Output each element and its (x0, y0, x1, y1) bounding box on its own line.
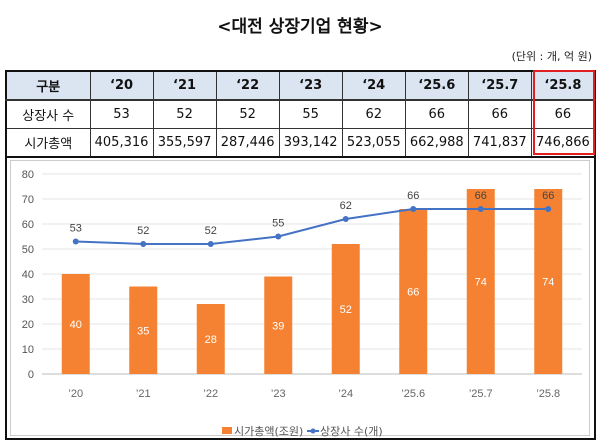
line-point (545, 206, 552, 212)
table-cell: 405,316 (89, 128, 154, 158)
line-point (140, 241, 147, 247)
table-cell: 746,866 (530, 128, 596, 158)
table-cell: 66 (467, 99, 532, 129)
line-point (477, 206, 484, 212)
x-tick-label: ’22 (203, 388, 218, 400)
x-tick-label: ’25.7 (469, 388, 493, 400)
bar-data-label: 39 (272, 320, 284, 332)
bar-data-label: 74 (475, 277, 487, 289)
y-tick-label: 40 (22, 269, 34, 281)
bar (331, 244, 360, 374)
table-cell: 393,142 (278, 128, 343, 158)
page-title: <대전 상장기업 현황> (217, 17, 383, 37)
x-tick-label: ’24 (338, 388, 353, 400)
table-cell: 662,988 (404, 128, 469, 158)
line-point (342, 216, 349, 222)
table-row: 상장사 수 53 52 52 55 62 66 66 66 (5, 99, 596, 129)
line-data-label: 55 (272, 218, 284, 230)
data-table: 구분 ‘20 ‘21 ‘22 ‘23 ‘24 ‘25.6 ‘25.7 ‘25.8… (5, 70, 596, 158)
table-row: 시가총액 405,316 355,597 287,446 393,142 523… (5, 128, 596, 158)
row-label: 시가총액 (5, 128, 91, 158)
line-data-label: 52 (137, 225, 149, 237)
header-cell: ‘24 (341, 70, 406, 101)
highlight-box (533, 70, 595, 155)
table-cell: 355,597 (152, 128, 217, 158)
line-data-label: 66 (542, 190, 554, 202)
header-cell: ‘22 (215, 70, 280, 101)
line-data-label: 66 (475, 190, 487, 202)
line-point (275, 233, 282, 240)
chart-area (10, 160, 590, 436)
header-cell: ‘25.7 (467, 70, 532, 101)
y-tick-label: 80 (22, 169, 34, 181)
legend-line-label: 상장사 수(개) (320, 425, 383, 438)
header-cell: ‘25.6 (404, 70, 469, 101)
line-data-label: 66 (407, 190, 419, 202)
x-tick-label: ’20 (68, 388, 83, 400)
bar-data-label: 35 (137, 325, 149, 337)
bar (399, 209, 428, 374)
line-data-label: 62 (340, 200, 352, 212)
x-tick-label: ’25.6 (401, 388, 425, 400)
table-cell: 55 (278, 99, 343, 129)
y-tick-label: 0 (28, 369, 34, 381)
y-tick-label: 20 (22, 319, 34, 331)
bar (264, 276, 293, 374)
x-tick-label: ’23 (271, 388, 286, 400)
y-tick-label: 60 (22, 219, 34, 231)
y-tick-label: 30 (22, 294, 34, 306)
line-point (207, 241, 214, 247)
bar-data-label: 74 (542, 277, 554, 289)
header-cell: ‘23 (278, 70, 343, 101)
header-cell: ‘20 (89, 70, 154, 101)
table-cell: 62 (341, 99, 406, 129)
x-tick-label: ’25.8 (536, 388, 560, 400)
bar-data-label: 40 (70, 319, 82, 331)
bar (129, 286, 158, 374)
bar (196, 304, 225, 374)
table-cell: 523,055 (341, 128, 406, 158)
table-cell: 53 (89, 99, 154, 129)
bar-data-label: 66 (407, 287, 419, 299)
header-cell: ‘25.8 (530, 70, 596, 101)
bar (61, 274, 90, 374)
bar (466, 189, 495, 374)
y-tick-label: 10 (22, 344, 34, 356)
y-tick-label: 70 (22, 194, 34, 206)
bar (534, 189, 563, 374)
header-cell: ‘21 (152, 70, 217, 101)
legend-line-marker (310, 428, 316, 434)
table-header-row: 구분 ‘20 ‘21 ‘22 ‘23 ‘24 ‘25.6 ‘25.7 ‘25.8 (5, 70, 596, 101)
chart-frame (5, 156, 596, 440)
bar-data-label: 52 (340, 304, 352, 316)
legend-bar-swatch (222, 427, 232, 434)
line-point (410, 206, 417, 212)
unit-note: (단위 : 개, 억 원) (511, 50, 592, 63)
table-cell: 287,446 (215, 128, 280, 158)
x-tick-label: ’21 (136, 388, 151, 400)
y-tick-label: 50 (22, 244, 34, 256)
header-cell: 구분 (5, 70, 91, 101)
line-series (75, 208, 549, 245)
line-point (72, 238, 79, 245)
table-cell: 741,837 (467, 128, 532, 158)
legend-bar-label: 시가총액(조원) (234, 425, 303, 438)
line-data-label: 53 (70, 223, 82, 235)
line-data-label: 52 (205, 225, 217, 237)
bar-data-label: 28 (205, 334, 217, 346)
